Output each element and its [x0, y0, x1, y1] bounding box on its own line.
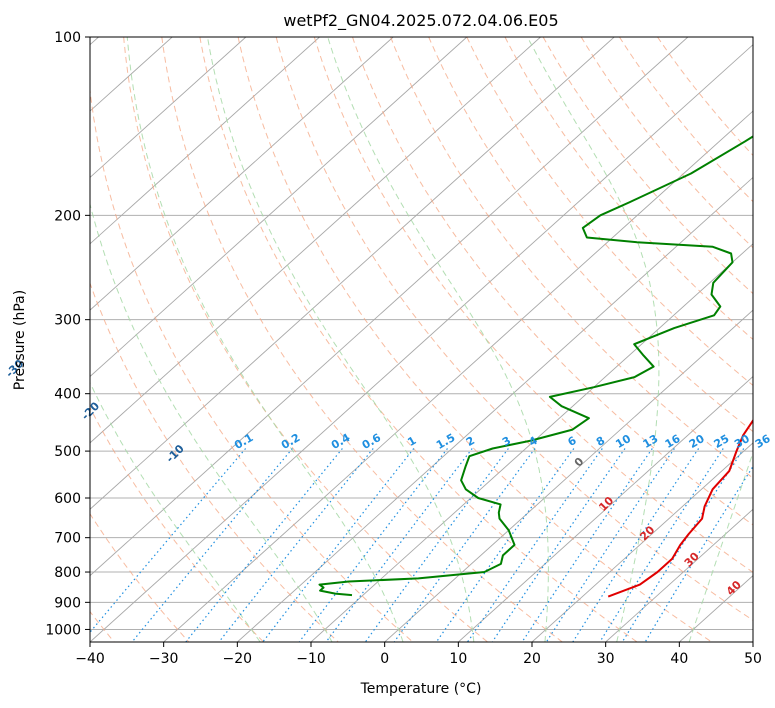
chart-title: wetPf2_GN04.2025.072.04.06.E05: [283, 11, 558, 31]
y-axis-ticks: 100 200 300 400 500 600 700 800 900 1000: [45, 30, 90, 638]
dry-adiabat-line: [390, 37, 753, 479]
mixing-ratio-line: [364, 448, 509, 642]
dry-adiabat-line: [161, 37, 563, 642]
moist-adiabat-line: [688, 451, 753, 642]
mixing-ratio-line: [599, 448, 724, 642]
isotherm-line: [90, 37, 247, 179]
mixing-ratio-line: [545, 448, 675, 642]
x-tick-label: 40: [670, 651, 688, 667]
x-tick-label: 50: [744, 651, 762, 667]
mixing-ratio-line: [572, 448, 700, 642]
mixing-ratio-line: [131, 448, 293, 642]
moist-adiabat-line: [207, 37, 475, 642]
dry-adiabat-line: [90, 512, 190, 642]
moist-adiabat-line: [527, 37, 660, 642]
dry-adiabat-line: [618, 37, 753, 203]
x-tick-label: 30: [597, 651, 615, 667]
dry-adiabat-line: [466, 37, 753, 387]
isotherm-line: [384, 309, 753, 642]
y-tick-label: 300: [54, 313, 81, 329]
isotherm-line: [458, 375, 753, 642]
dry-adiabat-line: [199, 37, 638, 642]
y-tick-label: 900: [54, 595, 81, 611]
background-lines: [90, 37, 753, 642]
plot-background: [90, 37, 753, 642]
dry-adiabat-line: [123, 37, 488, 642]
y-tick-label: 700: [54, 531, 81, 547]
profile-line: [607, 418, 753, 598]
dry-adiabat-line: [90, 86, 414, 642]
isotherm-line: [605, 508, 753, 642]
isotherm-line: [90, 37, 468, 378]
mixing-ratio-line: [435, 448, 575, 642]
x-tick-label: −40: [75, 651, 105, 667]
mixing-ratio-label: 36: [753, 432, 773, 451]
dry-adiabat-line: [352, 37, 753, 526]
y-tick-label: 800: [54, 565, 81, 581]
moist-adiabat-line: [90, 202, 333, 642]
isotherm-line: [90, 44, 753, 642]
dry-adiabat-line: [237, 37, 712, 642]
dry-adiabat-line: [428, 37, 753, 433]
moist-adiabat-line: [90, 381, 261, 642]
dry-adiabat-line: [90, 281, 339, 642]
mixing-ratio-line: [218, 448, 374, 642]
x-axis-label: Temperature (°C): [360, 681, 482, 697]
dry-adiabat-line: [542, 37, 753, 295]
x-tick-label: 10: [449, 651, 467, 667]
mixing-ratio-line: [325, 448, 473, 642]
x-axis-ticks: −40 −30 −20 −10 0 10 20 30 40 50: [75, 642, 762, 667]
y-tick-label: 100: [54, 30, 81, 46]
y-axis-label: Pressure (hPa): [12, 290, 28, 390]
isotherm-line: [90, 37, 615, 510]
isotherm-line: [90, 37, 320, 245]
moist-adiabat-line: [126, 37, 404, 642]
mixing-ratio-line: [644, 465, 753, 642]
dry-adiabat-line: [580, 37, 753, 249]
moist-adiabat-line: [327, 37, 549, 642]
x-tick-label: −30: [149, 651, 179, 667]
y-tick-label: 200: [54, 208, 81, 224]
isotherm-line: [90, 37, 689, 577]
profile-curves: [318, 135, 753, 598]
isotherm-line: [752, 641, 753, 642]
x-tick-label: 0: [380, 651, 389, 667]
dry-adiabat-line: [275, 37, 753, 621]
mixing-ratio-line: [467, 448, 603, 642]
isotherm-line: [237, 176, 753, 642]
y-tick-label: 400: [54, 387, 81, 403]
mixing-ratio-line: [393, 448, 536, 642]
plot-frame: [89, 36, 754, 643]
isotherm-line: [163, 110, 753, 642]
y-tick-label: 600: [54, 491, 81, 507]
y-tick-label: 1000: [45, 622, 81, 638]
x-tick-label: −20: [223, 651, 253, 667]
isotherm-line: [90, 37, 394, 311]
profile-line: [318, 135, 753, 597]
dry-adiabat-line: [90, 406, 264, 642]
isotherm-line: [90, 37, 541, 444]
isotherm-line: [531, 442, 753, 642]
mixing-ratio-line: [621, 448, 745, 642]
x-tick-label: 20: [523, 651, 541, 667]
x-tick-label: −10: [296, 651, 326, 667]
mixing-ratio-line: [298, 448, 448, 642]
y-tick-label: 500: [54, 444, 81, 460]
